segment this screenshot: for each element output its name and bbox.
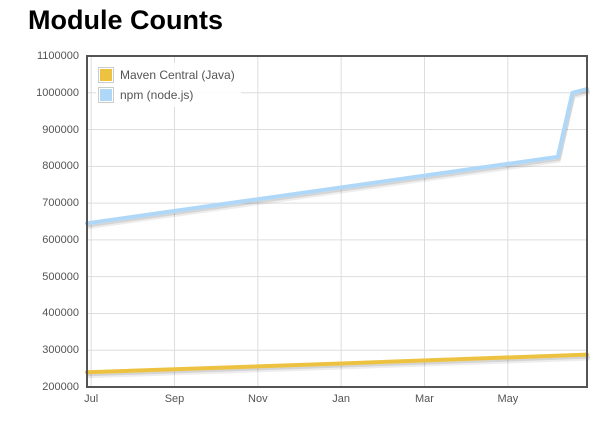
legend-label-npm: npm (node.js) [120,88,194,102]
chart-legend: Maven Central (Java) npm (node.js) [96,63,241,107]
series-shadow [86,89,590,228]
y-tick-label: 400000 [42,307,79,320]
legend-label-maven: Maven Central (Java) [120,68,235,82]
series-line-npm [85,87,589,226]
y-tick-label: 600000 [42,233,79,246]
legend-item-maven: Maven Central (Java) [98,65,235,85]
legend-swatch-npm [98,87,114,103]
y-tick-label: 1000000 [36,86,79,99]
y-tick-label: 800000 [42,160,79,173]
x-tick-label: Jan [332,393,351,405]
series-shadow [86,354,590,377]
legend-item-npm: npm (node.js) [98,85,235,105]
y-tick-label: 200000 [42,381,79,393]
plot-border [86,55,588,388]
y-tick-label: 1100000 [36,50,79,62]
series-line-maven [85,352,589,375]
legend-swatch-maven [98,67,114,83]
x-tick-label: Sep [164,393,185,405]
series-shadow [86,356,590,379]
page-title: Module Counts [28,5,223,35]
x-tick-label: Mar [415,393,434,405]
series-shadow [86,91,590,230]
y-tick-label: 700000 [42,197,79,210]
y-tick-label: 900000 [42,123,79,136]
x-tick-label: Jul [84,393,99,405]
x-tick-label: Nov [248,393,268,405]
y-tick-label: 300000 [42,344,79,357]
x-tick-label: May [497,393,519,405]
y-tick-label: 500000 [42,270,79,283]
